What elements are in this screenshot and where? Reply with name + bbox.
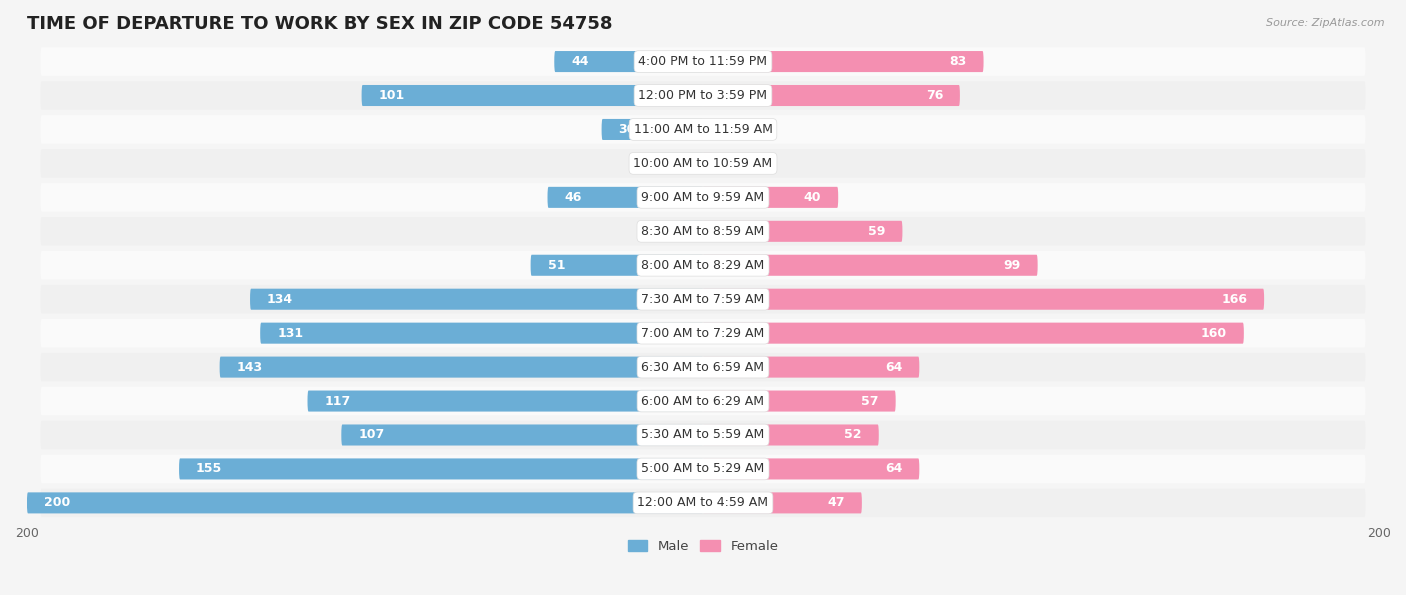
Text: 99: 99: [1004, 259, 1021, 272]
Text: 47: 47: [828, 496, 845, 509]
Text: 8:00 AM to 8:29 AM: 8:00 AM to 8:29 AM: [641, 259, 765, 272]
FancyBboxPatch shape: [342, 424, 703, 446]
Text: 64: 64: [884, 361, 903, 374]
Text: 143: 143: [236, 361, 263, 374]
FancyBboxPatch shape: [530, 255, 703, 275]
Text: 134: 134: [267, 293, 292, 306]
Text: 9:00 AM to 9:59 AM: 9:00 AM to 9:59 AM: [641, 191, 765, 204]
FancyBboxPatch shape: [703, 390, 896, 412]
Text: 30: 30: [619, 123, 636, 136]
FancyBboxPatch shape: [41, 285, 1365, 314]
FancyBboxPatch shape: [41, 183, 1365, 212]
Text: 155: 155: [195, 462, 222, 475]
FancyBboxPatch shape: [41, 421, 1365, 449]
Text: 12:00 AM to 4:59 AM: 12:00 AM to 4:59 AM: [637, 496, 769, 509]
FancyBboxPatch shape: [703, 493, 862, 513]
Text: 40: 40: [804, 191, 821, 204]
FancyBboxPatch shape: [179, 458, 703, 480]
FancyBboxPatch shape: [703, 424, 879, 446]
FancyBboxPatch shape: [41, 251, 1365, 280]
Text: 6:30 AM to 6:59 AM: 6:30 AM to 6:59 AM: [641, 361, 765, 374]
FancyBboxPatch shape: [250, 289, 703, 310]
Text: 64: 64: [884, 462, 903, 475]
Text: 8:30 AM to 8:59 AM: 8:30 AM to 8:59 AM: [641, 225, 765, 238]
FancyBboxPatch shape: [703, 51, 984, 72]
FancyBboxPatch shape: [703, 322, 1244, 344]
FancyBboxPatch shape: [41, 115, 1365, 144]
FancyBboxPatch shape: [703, 187, 838, 208]
FancyBboxPatch shape: [41, 353, 1365, 381]
FancyBboxPatch shape: [260, 322, 703, 344]
Text: 4:00 PM to 11:59 PM: 4:00 PM to 11:59 PM: [638, 55, 768, 68]
Text: 101: 101: [378, 89, 405, 102]
FancyBboxPatch shape: [361, 85, 703, 106]
Text: 46: 46: [564, 191, 582, 204]
FancyBboxPatch shape: [41, 387, 1365, 415]
Text: 107: 107: [359, 428, 384, 441]
FancyBboxPatch shape: [308, 390, 703, 412]
Text: 160: 160: [1201, 327, 1227, 340]
Text: 52: 52: [845, 428, 862, 441]
FancyBboxPatch shape: [703, 289, 1264, 310]
Text: 16: 16: [666, 157, 683, 170]
Text: 10:00 AM to 10:59 AM: 10:00 AM to 10:59 AM: [634, 157, 772, 170]
Text: 131: 131: [277, 327, 304, 340]
FancyBboxPatch shape: [703, 255, 1038, 275]
Text: 3: 3: [720, 157, 728, 170]
FancyBboxPatch shape: [650, 153, 703, 174]
Text: 83: 83: [949, 55, 967, 68]
FancyBboxPatch shape: [41, 455, 1365, 483]
FancyBboxPatch shape: [27, 493, 703, 513]
FancyBboxPatch shape: [554, 51, 703, 72]
Legend: Male, Female: Male, Female: [623, 534, 783, 558]
Text: Source: ZipAtlas.com: Source: ZipAtlas.com: [1267, 18, 1385, 28]
FancyBboxPatch shape: [703, 458, 920, 480]
Text: 57: 57: [862, 394, 879, 408]
Text: 117: 117: [325, 394, 350, 408]
Text: 44: 44: [571, 55, 589, 68]
Text: 0: 0: [710, 123, 717, 136]
FancyBboxPatch shape: [41, 319, 1365, 347]
FancyBboxPatch shape: [703, 221, 903, 242]
Text: 51: 51: [547, 259, 565, 272]
Text: 6: 6: [668, 225, 676, 238]
Text: 6:00 AM to 6:29 AM: 6:00 AM to 6:29 AM: [641, 394, 765, 408]
FancyBboxPatch shape: [703, 356, 920, 378]
FancyBboxPatch shape: [547, 187, 703, 208]
FancyBboxPatch shape: [703, 85, 960, 106]
Text: 7:30 AM to 7:59 AM: 7:30 AM to 7:59 AM: [641, 293, 765, 306]
FancyBboxPatch shape: [41, 82, 1365, 109]
FancyBboxPatch shape: [41, 149, 1365, 178]
Text: 76: 76: [925, 89, 943, 102]
FancyBboxPatch shape: [41, 217, 1365, 246]
Text: 166: 166: [1222, 293, 1247, 306]
FancyBboxPatch shape: [41, 47, 1365, 76]
FancyBboxPatch shape: [683, 221, 703, 242]
Text: 11:00 AM to 11:59 AM: 11:00 AM to 11:59 AM: [634, 123, 772, 136]
Text: 200: 200: [44, 496, 70, 509]
Text: 5:00 AM to 5:29 AM: 5:00 AM to 5:29 AM: [641, 462, 765, 475]
Text: 7:00 AM to 7:29 AM: 7:00 AM to 7:29 AM: [641, 327, 765, 340]
FancyBboxPatch shape: [219, 356, 703, 378]
FancyBboxPatch shape: [703, 153, 713, 174]
Text: TIME OF DEPARTURE TO WORK BY SEX IN ZIP CODE 54758: TIME OF DEPARTURE TO WORK BY SEX IN ZIP …: [27, 15, 613, 33]
Text: 12:00 PM to 3:59 PM: 12:00 PM to 3:59 PM: [638, 89, 768, 102]
FancyBboxPatch shape: [41, 488, 1365, 517]
FancyBboxPatch shape: [602, 119, 703, 140]
Text: 59: 59: [868, 225, 886, 238]
Text: 5:30 AM to 5:59 AM: 5:30 AM to 5:59 AM: [641, 428, 765, 441]
